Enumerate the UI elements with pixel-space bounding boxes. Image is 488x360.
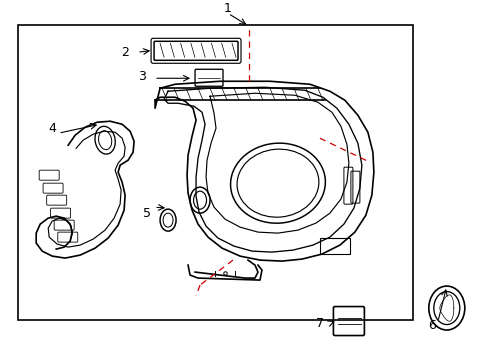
Text: 6: 6 (427, 319, 435, 332)
Text: 1: 1 (224, 2, 231, 15)
Text: 5: 5 (143, 207, 151, 220)
Text: 7: 7 (315, 316, 323, 329)
Text: 3: 3 (138, 70, 146, 83)
Text: 4: 4 (48, 122, 56, 135)
Text: 2: 2 (121, 46, 129, 59)
Bar (18, 25, 412, 320)
Bar (319, 238, 349, 254)
